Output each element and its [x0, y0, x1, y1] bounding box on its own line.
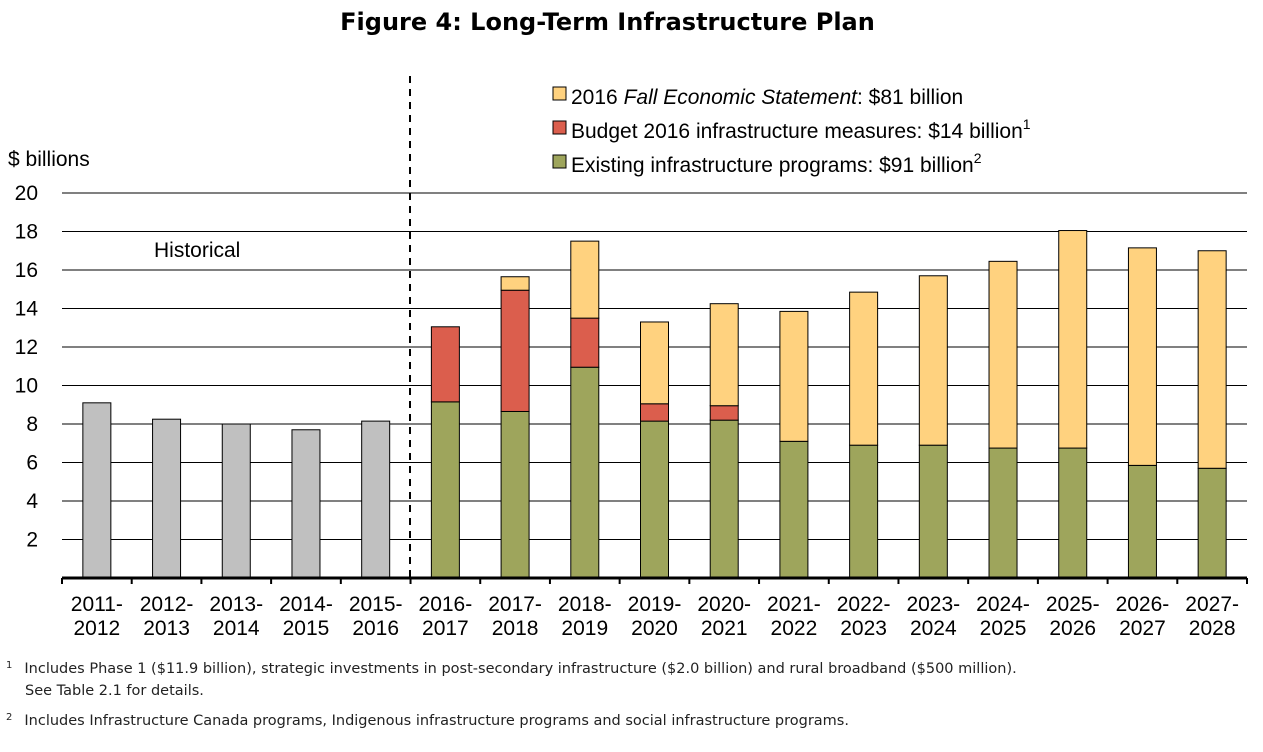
legend-entry: 2016 Fall Economic Statement: $81 billio…: [571, 86, 963, 109]
bar-segment-series-0: [430, 401, 460, 579]
bar-segment-series-0: [570, 366, 600, 579]
bar-segment-series-2: [1197, 250, 1227, 469]
figure-title: Figure 4: Long-Term Infrastructure Plan: [340, 8, 875, 36]
bar-segment-series-1: [500, 289, 530, 412]
axes: [61, 576, 1248, 584]
footnote-1-line-2: See Table 2.1 for details.: [25, 683, 204, 699]
footnote-2-line-1: Includes Infrastructure Canada programs,…: [24, 713, 849, 729]
x-tick-label: 2023-2024: [906, 593, 960, 640]
bar-segment-series-0: [709, 419, 739, 579]
bar-segment-series-2: [500, 276, 530, 291]
y-tick-label: 16: [15, 259, 38, 282]
y-tick-labels: 2 4 6 8 10 12 14 16 18 20: [15, 182, 39, 552]
bar-segment-series-2: [779, 310, 809, 442]
footnote-1: 1 Includes Phase 1 ($11.9 billion), strat…: [6, 655, 1017, 702]
x-tick-label: 2014-2015: [279, 593, 333, 640]
x-tick-label: 2019-2020: [628, 593, 682, 640]
legend-swatch: [552, 86, 567, 101]
x-tick-label: 2021-2022: [767, 593, 821, 640]
bars: [82, 230, 1227, 579]
x-tick-label: 2025-2026: [1046, 593, 1100, 640]
legend-entry: Existing infrastructure programs: $91 bi…: [571, 150, 982, 177]
bar-segment-series-1: [430, 326, 460, 403]
y-tick-label: 20: [15, 182, 38, 205]
legend: 2016 Fall Economic Statement: $81 billio…: [552, 86, 1031, 177]
bar-segment-series-0: [500, 410, 530, 579]
bar-segment-series-0: [918, 444, 948, 579]
footnote-1-mark: 1: [6, 660, 13, 671]
x-tick-label: 2027-2028: [1185, 593, 1239, 640]
bar-segment-series-2: [1058, 230, 1088, 449]
x-tick-label: 2017-2018: [488, 593, 542, 640]
stacked-bar-chart: 2 4 6 8 10 12 14 16 18 20 2011-2012 2012-2013 2013-…: [8, 76, 1248, 640]
historical-label: Historical: [154, 239, 240, 262]
legend-entry: Budget 2016 infrastructure measures: $14…: [571, 116, 1031, 143]
x-tick-label: 2016-2017: [419, 593, 473, 640]
x-tick-label: 2022-2023: [837, 593, 891, 640]
bar-segment-series-2: [918, 275, 948, 446]
y-tick-label: 6: [26, 452, 38, 475]
bar-segment-series-0: [640, 420, 669, 579]
bar-segment-series-2: [570, 240, 600, 319]
legend-swatch: [552, 120, 567, 135]
legend-swatch: [552, 154, 567, 169]
bar-segment-series-2: [709, 303, 739, 407]
footnote-2-mark: 2: [6, 712, 13, 723]
bar-segment-series-2: [1127, 247, 1157, 466]
y-axis-title: $ billions: [8, 148, 90, 171]
bar-segment-series-0: [849, 444, 879, 579]
bar-segment-series-1: [570, 317, 600, 368]
bar-segment-series-0: [988, 447, 1018, 579]
x-tick-label: 2011-2012: [71, 593, 123, 640]
bar-segment-series-1: [640, 403, 669, 422]
bar-segment-series-0: [779, 440, 809, 579]
y-tick-label: 12: [15, 336, 38, 359]
x-tick-label: 2013-2014: [209, 593, 263, 640]
bar-segment-series-1: [709, 405, 739, 421]
bar-historical: [221, 423, 251, 579]
bar-segment-series-0: [1058, 447, 1088, 579]
footnote-1-line-1: Includes Phase 1 ($11.9 billion), strate…: [24, 661, 1017, 677]
bar-segment-series-2: [988, 260, 1018, 449]
x-tick-label: 2024-2025: [976, 593, 1030, 640]
x-tick-label: 2026-2027: [1116, 593, 1170, 640]
bar-historical: [291, 429, 321, 579]
y-tick-label: 10: [15, 375, 38, 398]
x-tick-label: 2020-2021: [697, 593, 751, 640]
y-tick-label: 2: [26, 529, 38, 552]
y-tick-label: 14: [15, 298, 39, 321]
y-tick-label: 4: [26, 490, 38, 513]
x-tick-labels: 2011-2012 2012-2013 2013-2014 2014-2015 2015…: [71, 593, 1239, 640]
bar-historical: [82, 402, 112, 579]
bar-segment-series-2: [849, 291, 879, 446]
bar-segment-series-0: [1127, 464, 1157, 579]
footnote-2: 2 Includes Infrastructure Canada programs…: [6, 707, 849, 732]
bar-segment-series-2: [640, 321, 669, 405]
bar-historical: [152, 418, 182, 579]
x-tick-label: 2018-2019: [558, 593, 612, 640]
y-tick-label: 8: [26, 413, 38, 436]
x-tick-label: 2012-2013: [140, 593, 194, 640]
bar-segment-series-0: [1197, 467, 1227, 579]
x-tick-label: 2015-2016: [349, 593, 403, 640]
bar-historical: [361, 420, 391, 579]
y-tick-label: 18: [15, 221, 38, 244]
